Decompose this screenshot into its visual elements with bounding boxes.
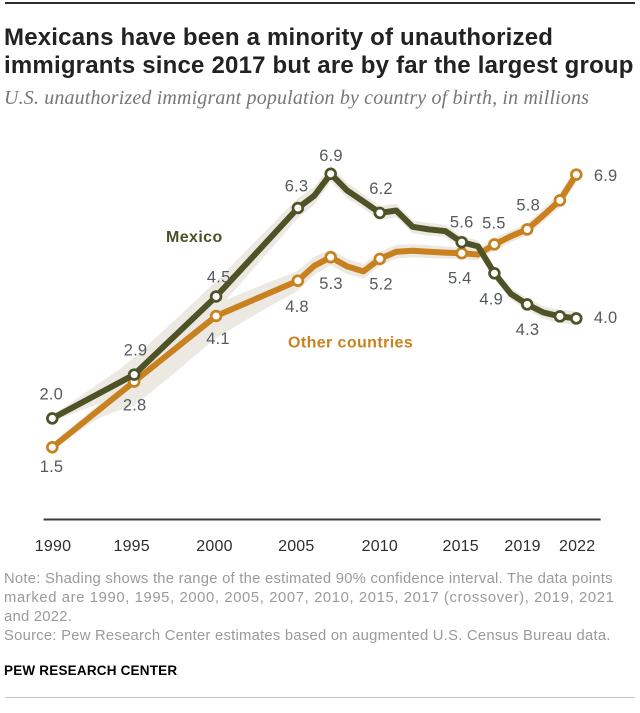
- svg-text:2.9: 2.9: [124, 342, 148, 360]
- svg-text:1990: 1990: [35, 538, 71, 555]
- svg-text:2019: 2019: [504, 538, 540, 555]
- svg-text:5.8: 5.8: [516, 197, 540, 215]
- svg-text:4.8: 4.8: [285, 298, 309, 316]
- svg-text:4.3: 4.3: [516, 321, 540, 339]
- svg-text:5.6: 5.6: [450, 214, 474, 232]
- svg-text:5.4: 5.4: [448, 270, 472, 288]
- svg-text:6.9: 6.9: [594, 167, 618, 185]
- svg-text:6.9: 6.9: [319, 147, 343, 165]
- svg-text:2.8: 2.8: [123, 397, 147, 415]
- svg-text:6.3: 6.3: [285, 178, 309, 196]
- svg-text:4.9: 4.9: [479, 291, 503, 309]
- svg-text:2010: 2010: [362, 538, 398, 555]
- svg-text:4.1: 4.1: [206, 330, 230, 348]
- svg-text:5.3: 5.3: [319, 275, 343, 293]
- svg-text:4.0: 4.0: [594, 309, 618, 327]
- svg-text:Other countries: Other countries: [288, 335, 413, 352]
- svg-text:4.5: 4.5: [207, 269, 231, 287]
- svg-text:2005: 2005: [278, 538, 314, 555]
- svg-text:5.2: 5.2: [369, 276, 393, 294]
- svg-text:5.5: 5.5: [482, 214, 506, 232]
- svg-text:Mexico: Mexico: [166, 229, 223, 246]
- svg-text:2022: 2022: [559, 538, 595, 555]
- svg-text:1995: 1995: [113, 538, 149, 555]
- svg-text:2015: 2015: [442, 538, 478, 555]
- svg-text:1.5: 1.5: [40, 458, 64, 476]
- svg-text:6.2: 6.2: [369, 180, 393, 198]
- svg-text:2.0: 2.0: [40, 386, 64, 404]
- svg-text:2000: 2000: [196, 538, 232, 555]
